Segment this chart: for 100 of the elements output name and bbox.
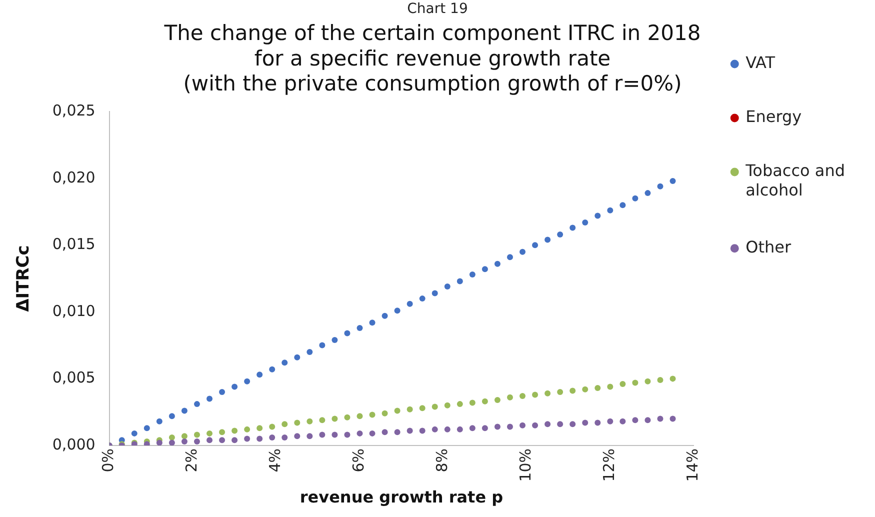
point — [206, 437, 213, 444]
point — [444, 284, 450, 290]
point — [506, 424, 513, 430]
point — [520, 422, 526, 428]
point — [620, 202, 626, 208]
point — [570, 224, 576, 231]
y-tick-label: 0,020 — [52, 168, 96, 186]
point — [419, 405, 426, 412]
point — [594, 420, 601, 426]
point — [256, 425, 263, 432]
point — [168, 440, 175, 446]
point — [506, 254, 513, 260]
point — [319, 417, 326, 424]
point — [406, 300, 413, 307]
point — [482, 398, 488, 404]
point — [282, 421, 288, 428]
point — [670, 416, 676, 422]
point — [356, 430, 363, 436]
legend-label: VAT — [746, 53, 776, 72]
point — [332, 416, 338, 422]
point — [657, 377, 664, 384]
point — [206, 430, 213, 436]
point — [168, 434, 175, 440]
point — [506, 394, 513, 400]
point — [294, 354, 300, 360]
point — [344, 330, 350, 336]
point — [369, 430, 376, 436]
point — [419, 428, 426, 434]
point — [394, 308, 400, 314]
point — [194, 438, 200, 444]
point — [206, 396, 213, 402]
point — [620, 381, 626, 388]
point — [344, 414, 350, 420]
point — [644, 417, 651, 424]
y-tick-label: 0,025 — [52, 101, 96, 120]
point — [570, 421, 576, 428]
point — [582, 219, 588, 226]
point — [269, 366, 276, 372]
point — [194, 432, 200, 438]
point — [570, 388, 576, 394]
point — [344, 432, 350, 438]
caption: Chart 19 — [406, 0, 469, 18]
x-tick-label: 14% — [684, 448, 702, 482]
x-tick-label: 8% — [433, 448, 452, 472]
point — [582, 420, 588, 426]
point — [444, 402, 450, 408]
x-tick-label: 10% — [516, 448, 535, 482]
x-tick-label: 6% — [350, 448, 368, 472]
point — [144, 425, 150, 432]
point — [244, 436, 250, 442]
text: (with the private consumption growth of r=0%) — [183, 71, 682, 96]
point — [544, 390, 551, 396]
point — [582, 386, 588, 392]
point — [644, 190, 651, 196]
point — [532, 422, 538, 428]
legend-label: Energy — [746, 107, 802, 126]
point — [469, 400, 476, 406]
point — [670, 178, 676, 184]
point — [632, 417, 638, 424]
point — [131, 430, 138, 436]
point — [456, 278, 463, 284]
y-tick-label: 0,010 — [52, 302, 96, 320]
point — [356, 324, 363, 331]
point — [282, 360, 288, 366]
point — [532, 242, 538, 248]
point — [482, 425, 488, 432]
point — [194, 401, 200, 408]
point — [657, 183, 664, 190]
y-tick-label: 0,005 — [52, 368, 96, 387]
x-axis-title: revenue growth rate p — [300, 488, 504, 507]
point — [232, 428, 238, 434]
point — [181, 433, 188, 440]
point — [306, 433, 313, 440]
point — [657, 416, 664, 422]
point — [269, 434, 276, 440]
text: for a specific revenue growth rate — [254, 46, 611, 70]
point — [219, 389, 226, 396]
point — [382, 429, 388, 436]
point — [294, 420, 300, 426]
legend-label: Tobacco and alcohol — [744, 161, 845, 200]
point — [356, 413, 363, 420]
y-tick-label: 0,000 — [52, 435, 96, 454]
text: The change of the certain component ITRC in 2018 — [164, 21, 701, 46]
point — [469, 425, 476, 432]
point — [432, 404, 438, 410]
point — [269, 424, 276, 430]
point — [244, 378, 250, 384]
x-tick-label: 4% — [266, 448, 284, 472]
point — [644, 378, 651, 384]
point — [594, 212, 601, 219]
point — [306, 418, 313, 424]
point — [557, 421, 564, 428]
point — [670, 376, 676, 382]
point — [382, 410, 388, 416]
point — [557, 231, 564, 238]
point — [244, 426, 250, 432]
point — [219, 437, 226, 444]
point — [532, 392, 538, 398]
point — [594, 385, 601, 392]
point — [632, 380, 638, 386]
